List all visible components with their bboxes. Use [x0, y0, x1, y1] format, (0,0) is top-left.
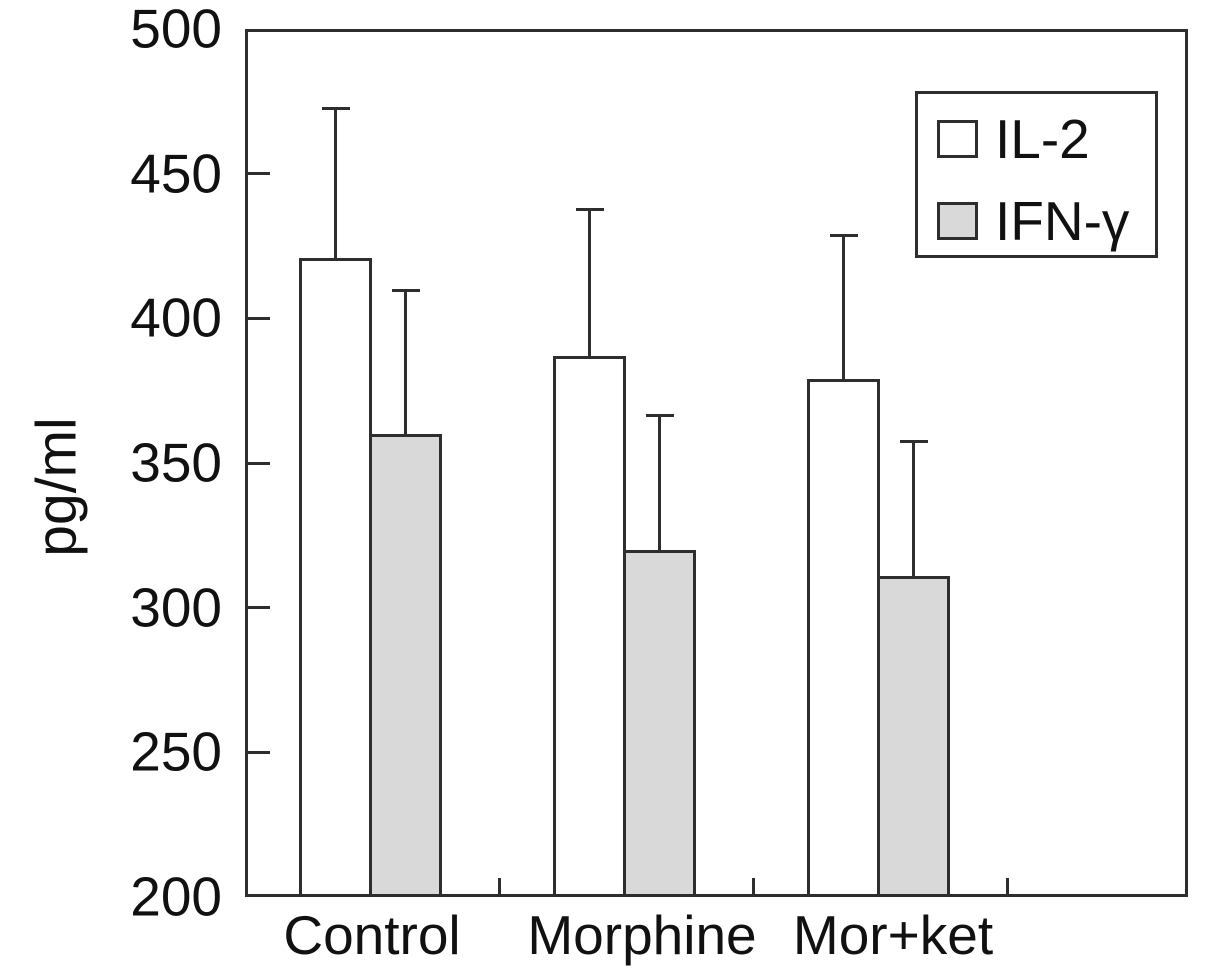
y-tick-label-250: 250	[130, 720, 222, 783]
legend-item-ifn-gamma: IFN-γ	[937, 188, 1155, 254]
bar-il-2-mor-ket	[807, 379, 880, 897]
legend-swatch-il-2	[937, 120, 978, 158]
y-tick-250	[248, 750, 270, 754]
y-tick-label-500: 500	[130, 0, 222, 60]
y-tick-label-450: 450	[130, 142, 222, 205]
error-cap-il-2-mor-ket	[829, 234, 858, 238]
legend: IL-2 IFN-γ	[915, 91, 1158, 258]
bar-ifn-control	[369, 434, 442, 897]
bar-il-2-morphine	[553, 355, 626, 897]
x-tick-morphine	[751, 878, 755, 894]
x-tick-mor-ket	[1005, 878, 1009, 894]
y-tick-350	[248, 461, 270, 465]
x-label-morphine: Morphine	[527, 904, 757, 966]
y-tick-label-200: 200	[130, 865, 222, 928]
bar-il-2-control	[299, 257, 372, 897]
error-cap-ifn-control	[391, 289, 420, 293]
y-tick-300	[248, 606, 270, 610]
bar-ifn-morphine	[623, 549, 696, 897]
x-label-control: Control	[283, 904, 461, 966]
error-cap-ifn-morphine	[645, 413, 674, 417]
error-cap-ifn-mor-ket	[899, 439, 928, 443]
error-whisker-il-2-control	[334, 110, 337, 261]
error-whisker-ifn-control	[404, 292, 407, 438]
legend-item-il-2: IL-2	[937, 106, 1155, 172]
y-tick-450	[248, 172, 270, 176]
x-label-mor-ket: Mor+ket	[792, 904, 994, 966]
error-cap-il-2-control	[321, 107, 350, 110]
legend-label-il-2: IL-2	[995, 107, 1090, 170]
error-whisker-il-2-morphine	[588, 211, 591, 359]
y-tick-label-350: 350	[130, 431, 222, 494]
x-tick-control	[497, 878, 501, 894]
legend-label-ifn-gamma: IFN-γ	[995, 189, 1130, 252]
plot-area	[245, 29, 1188, 897]
error-whisker-ifn-mor-ket	[912, 442, 915, 579]
y-tick-label-400: 400	[130, 286, 222, 349]
y-tick-400	[248, 316, 270, 320]
y-tick-label-300: 300	[130, 576, 222, 639]
error-whisker-ifn-morphine	[658, 416, 661, 553]
bar-ifn-mor-ket	[877, 575, 950, 897]
legend-swatch-ifn-gamma	[937, 202, 978, 240]
error-whisker-il-2-mor-ket	[842, 237, 845, 383]
error-cap-il-2-morphine	[575, 208, 604, 212]
